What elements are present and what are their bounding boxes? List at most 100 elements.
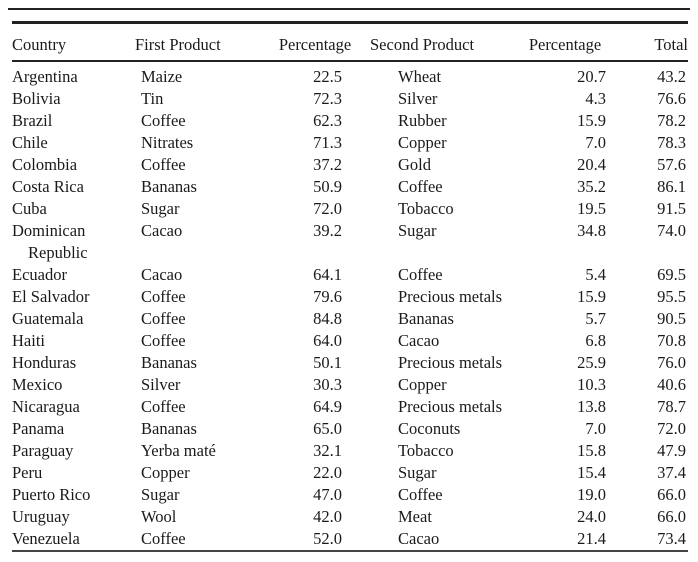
cell-total: 73.4 — [657, 529, 686, 548]
cell-country: Bolivia — [12, 89, 61, 108]
cell-first-product: Sugar — [141, 485, 180, 504]
cell-second-percentage: 21.4 — [577, 529, 606, 548]
cell-first-percentage: 72.0 — [313, 199, 342, 218]
table-row: Colombia Coffee 37.2 Gold 20.4 57.6 — [12, 154, 696, 176]
cell-first-percentage: 52.0 — [313, 529, 342, 548]
cell-second-percentage: 20.7 — [577, 67, 606, 86]
cell-country: Uruguay — [12, 507, 70, 526]
cell-first-product: Coffee — [141, 287, 186, 306]
cell-second-percentage: 19.5 — [577, 199, 606, 218]
cell-total: 66.0 — [657, 507, 686, 526]
cell-first-percentage: 42.0 — [313, 507, 342, 526]
cell-country: Colombia — [12, 155, 78, 174]
cell-first-percentage: 84.8 — [313, 309, 342, 328]
cell-total: 76.0 — [657, 353, 686, 372]
cell-second-product: Sugar — [398, 221, 437, 240]
cell-total: 86.1 — [657, 177, 686, 196]
table-row: Nicaragua Coffee 64.9 Precious metals 13.8 78… — [12, 396, 696, 418]
cell-country: Guatemala — [12, 309, 84, 328]
cell-total: 78.2 — [657, 111, 686, 130]
commodity-export-table: Country First Product Percentage Second … — [12, 30, 696, 550]
cell-first-percentage: 37.2 — [313, 155, 342, 174]
cell-first-product: Bananas — [141, 419, 197, 438]
cell-country: Haiti — [12, 331, 45, 350]
table-row: Paraguay Yerba maté 32.1 Tobacco 15.8 47.9 — [12, 440, 696, 462]
cell-second-percentage: 25.9 — [577, 353, 606, 372]
cell-second-percentage: 24.0 — [577, 507, 606, 526]
cell-first-percentage: 71.3 — [313, 133, 342, 152]
table-row: Venezuela Coffee 52.0 Cacao 21.4 73.4 — [12, 528, 696, 550]
cell-second-product: Tobacco — [398, 199, 454, 218]
table-row: Uruguay Wool 42.0 Meat 24.0 66.0 — [12, 506, 696, 528]
cell-total: 40.6 — [657, 375, 686, 394]
cell-total: 76.6 — [657, 89, 686, 108]
cell-total: 91.5 — [657, 199, 686, 218]
cell-first-percentage: 64.0 — [313, 331, 342, 350]
table-row: Peru Copper 22.0 Sugar 15.4 37.4 — [12, 462, 696, 484]
header-rule — [12, 60, 688, 62]
cell-first-product: Tin — [141, 89, 164, 108]
cell-first-product: Bananas — [141, 353, 197, 372]
cell-country: Mexico — [12, 375, 63, 394]
cell-first-percentage: 22.0 — [313, 463, 342, 482]
cell-second-product: Rubber — [398, 111, 447, 130]
cell-country: Nicaragua — [12, 397, 80, 416]
cell-country: Honduras — [12, 353, 77, 372]
cell-first-percentage: 65.0 — [313, 419, 342, 438]
cell-total: 70.8 — [657, 331, 686, 350]
table-row: Mexico Silver 30.3 Copper 10.3 40.6 — [12, 374, 696, 396]
cell-country: Ecuador — [12, 265, 67, 284]
table-row: Cuba Sugar 72.0 Tobacco 19.5 91.5 — [12, 198, 696, 220]
table-row: Brazil Coffee 62.3 Rubber 15.9 78.2 — [12, 110, 696, 132]
cell-second-percentage: 34.8 — [577, 221, 606, 240]
header-first-percentage: Percentage — [278, 35, 352, 54]
cell-second-percentage: 19.0 — [577, 485, 606, 504]
cell-second-percentage: 35.2 — [577, 177, 606, 196]
cell-first-percentage: 79.6 — [313, 287, 342, 306]
cell-first-product: Coffee — [141, 309, 186, 328]
cell-first-product: Sugar — [141, 199, 180, 218]
table-row: Guatemala Coffee 84.8 Bananas 5.7 90.5 — [12, 308, 696, 330]
cell-second-percentage: 15.8 — [577, 441, 606, 460]
cell-second-percentage: 10.3 — [577, 375, 606, 394]
cell-first-product: Coffee — [141, 331, 186, 350]
cell-second-product: Precious metals — [398, 397, 503, 416]
cell-second-product: Silver — [398, 89, 438, 108]
cell-country: El Salvador — [12, 287, 90, 306]
cell-second-percentage: 7.0 — [585, 133, 606, 152]
cell-total: 43.2 — [657, 67, 686, 86]
cell-country: Peru — [12, 463, 43, 482]
table-row: Bolivia Tin 72.3 Silver 4.3 76.6 — [12, 88, 696, 110]
table-row: Dominican Republic Cacao 39.2 Sugar 34.8 74.0 — [12, 220, 696, 264]
header-first-product: First Product — [135, 35, 221, 54]
table-row: Chile Nitrates 71.3 Copper 7.0 78.3 — [12, 132, 696, 154]
cell-total: 69.5 — [657, 265, 686, 284]
cell-first-product: Cacao — [141, 265, 183, 284]
cell-second-product: Wheat — [398, 67, 442, 86]
cell-second-product: Coffee — [398, 485, 443, 504]
header-second-percentage: Percentage — [528, 35, 602, 54]
cell-second-percentage: 15.9 — [577, 111, 606, 130]
cell-country: Chile — [12, 133, 48, 152]
cell-first-product: Bananas — [141, 177, 197, 196]
cell-first-percentage: 30.3 — [313, 375, 342, 394]
cell-first-percentage: 39.2 — [313, 221, 342, 240]
cell-first-product: Copper — [141, 463, 190, 482]
table-row: Ecuador Cacao 64.1 Coffee 5.4 69.5 — [12, 264, 696, 286]
cell-country: Argentina — [12, 67, 78, 86]
cell-second-product: Cacao — [398, 529, 440, 548]
cell-first-percentage: 64.9 — [313, 397, 342, 416]
table-row: Puerto Rico Sugar 47.0 Coffee 19.0 66.0 — [12, 484, 696, 506]
cell-first-product: Coffee — [141, 111, 186, 130]
cell-second-percentage: 15.4 — [577, 463, 606, 482]
cell-first-percentage: 32.1 — [313, 441, 342, 460]
cell-first-percentage: 50.9 — [313, 177, 342, 196]
cell-first-product: Nitrates — [141, 133, 194, 152]
cell-total: 78.3 — [657, 133, 686, 152]
cell-second-percentage: 5.4 — [585, 265, 606, 284]
table-row: Haiti Coffee 64.0 Cacao 6.8 70.8 — [12, 330, 696, 352]
cell-second-product: Precious metals — [398, 353, 503, 372]
cell-first-product: Coffee — [141, 529, 186, 548]
cell-second-product: Gold — [398, 155, 431, 174]
cell-second-percentage: 4.3 — [585, 89, 606, 108]
